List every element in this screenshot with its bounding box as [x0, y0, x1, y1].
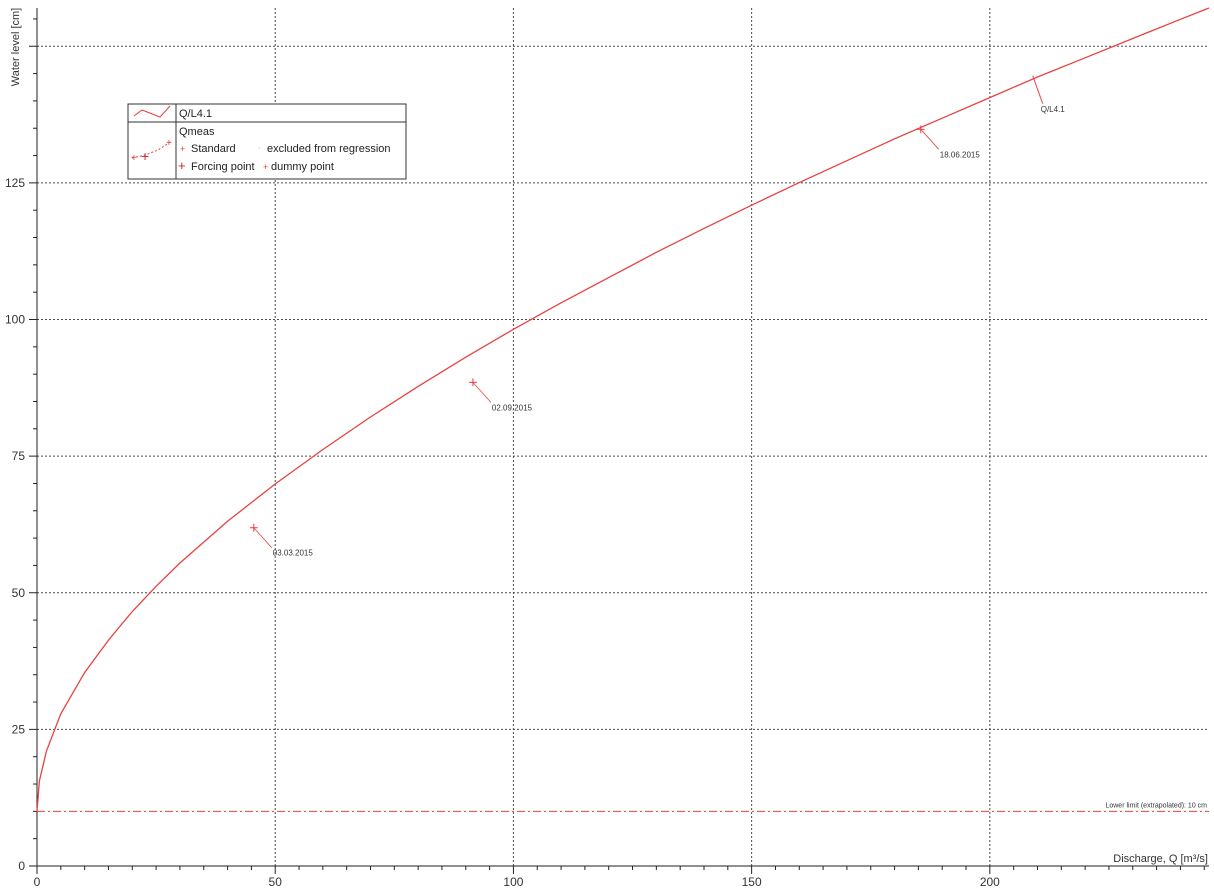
x-tick-label-1: 50 [269, 875, 283, 889]
legend-marker-forcing: + [178, 158, 186, 173]
grid-lines [37, 8, 1209, 866]
legend-qmeas-plus-1: + [131, 153, 137, 164]
measurement-point-2: 18.06.2015 [916, 125, 981, 159]
legend-item-standard: Standard [191, 143, 236, 155]
y-tick-label-3: 75 [12, 449, 26, 463]
legend-marker-excluded: · [258, 145, 260, 152]
legend-line-swatch [133, 105, 171, 118]
legend: Q/L4.1 + + + Qmeas + Standard · excluded… [127, 103, 407, 180]
x-tick-label-0: 0 [34, 875, 41, 889]
curve-label: Q/L4.1 [1032, 75, 1066, 114]
legend-item-dummy: dummy point [271, 161, 334, 173]
legend-qmeas-plus-3: + [166, 138, 172, 149]
x-tick-label-3: 150 [742, 875, 762, 889]
legend-box [127, 103, 407, 180]
measurement-label-1: 02.09.2015 [492, 403, 533, 412]
minor-ticks [29, 18, 1205, 874]
y-axis-label: Water level [cm] [10, 8, 22, 86]
y-tick-labels: 0 25 50 75 100 125 [5, 176, 25, 873]
lower-limit-label: Lower limit (extrapolated): 10 cm [1105, 802, 1207, 809]
curve-label-leader [1032, 75, 1044, 104]
series-line-q-l4-1 [36, 7, 1210, 812]
legend-item-excluded: excluded from regression [267, 143, 391, 155]
measurement-label-2: 18.06.2015 [940, 150, 981, 159]
y-tick-label-2: 50 [12, 586, 26, 600]
x-axis-label: Discharge, Q [m³/s] [1113, 853, 1208, 865]
legend-row-label-q-l4-1: Q/L4.1 [179, 108, 212, 120]
legend-item-forcing: Forcing point [191, 161, 255, 173]
measurement-point-1: 02.09.2015 [468, 378, 533, 412]
x-tick-label-2: 100 [503, 875, 523, 889]
y-tick-label-1: 25 [12, 722, 26, 736]
measurement-points: 03.03.2015 02.09.2015 18.06.2015 [249, 125, 981, 558]
legend-qmeas-plus-2: + [141, 148, 149, 164]
measurement-leader [920, 129, 940, 150]
measurement-point-0: 03.03.2015 [249, 523, 314, 558]
y-tick-label-5: 125 [5, 176, 25, 190]
y-tick-label-4: 100 [5, 313, 25, 327]
measurement-label-0: 03.03.2015 [273, 549, 314, 558]
curve-label-text: Q/L4.1 [1041, 105, 1066, 114]
measurement-leader [253, 527, 273, 548]
lower-limit: Lower limit (extrapolated): 10 cm [37, 802, 1209, 812]
x-tick-labels: 0 50 100 150 200 [34, 875, 1001, 889]
legend-qmeas-swatch [131, 140, 173, 159]
measurement-leader [472, 382, 492, 403]
legend-marker-dummy: + [263, 162, 268, 172]
x-tick-label-4: 200 [980, 875, 1000, 889]
legend-row-label-qmeas: Qmeas [179, 126, 215, 138]
series [36, 7, 1210, 812]
legend-marker-standard: + [180, 144, 185, 154]
y-tick-label-0: 0 [18, 859, 25, 873]
